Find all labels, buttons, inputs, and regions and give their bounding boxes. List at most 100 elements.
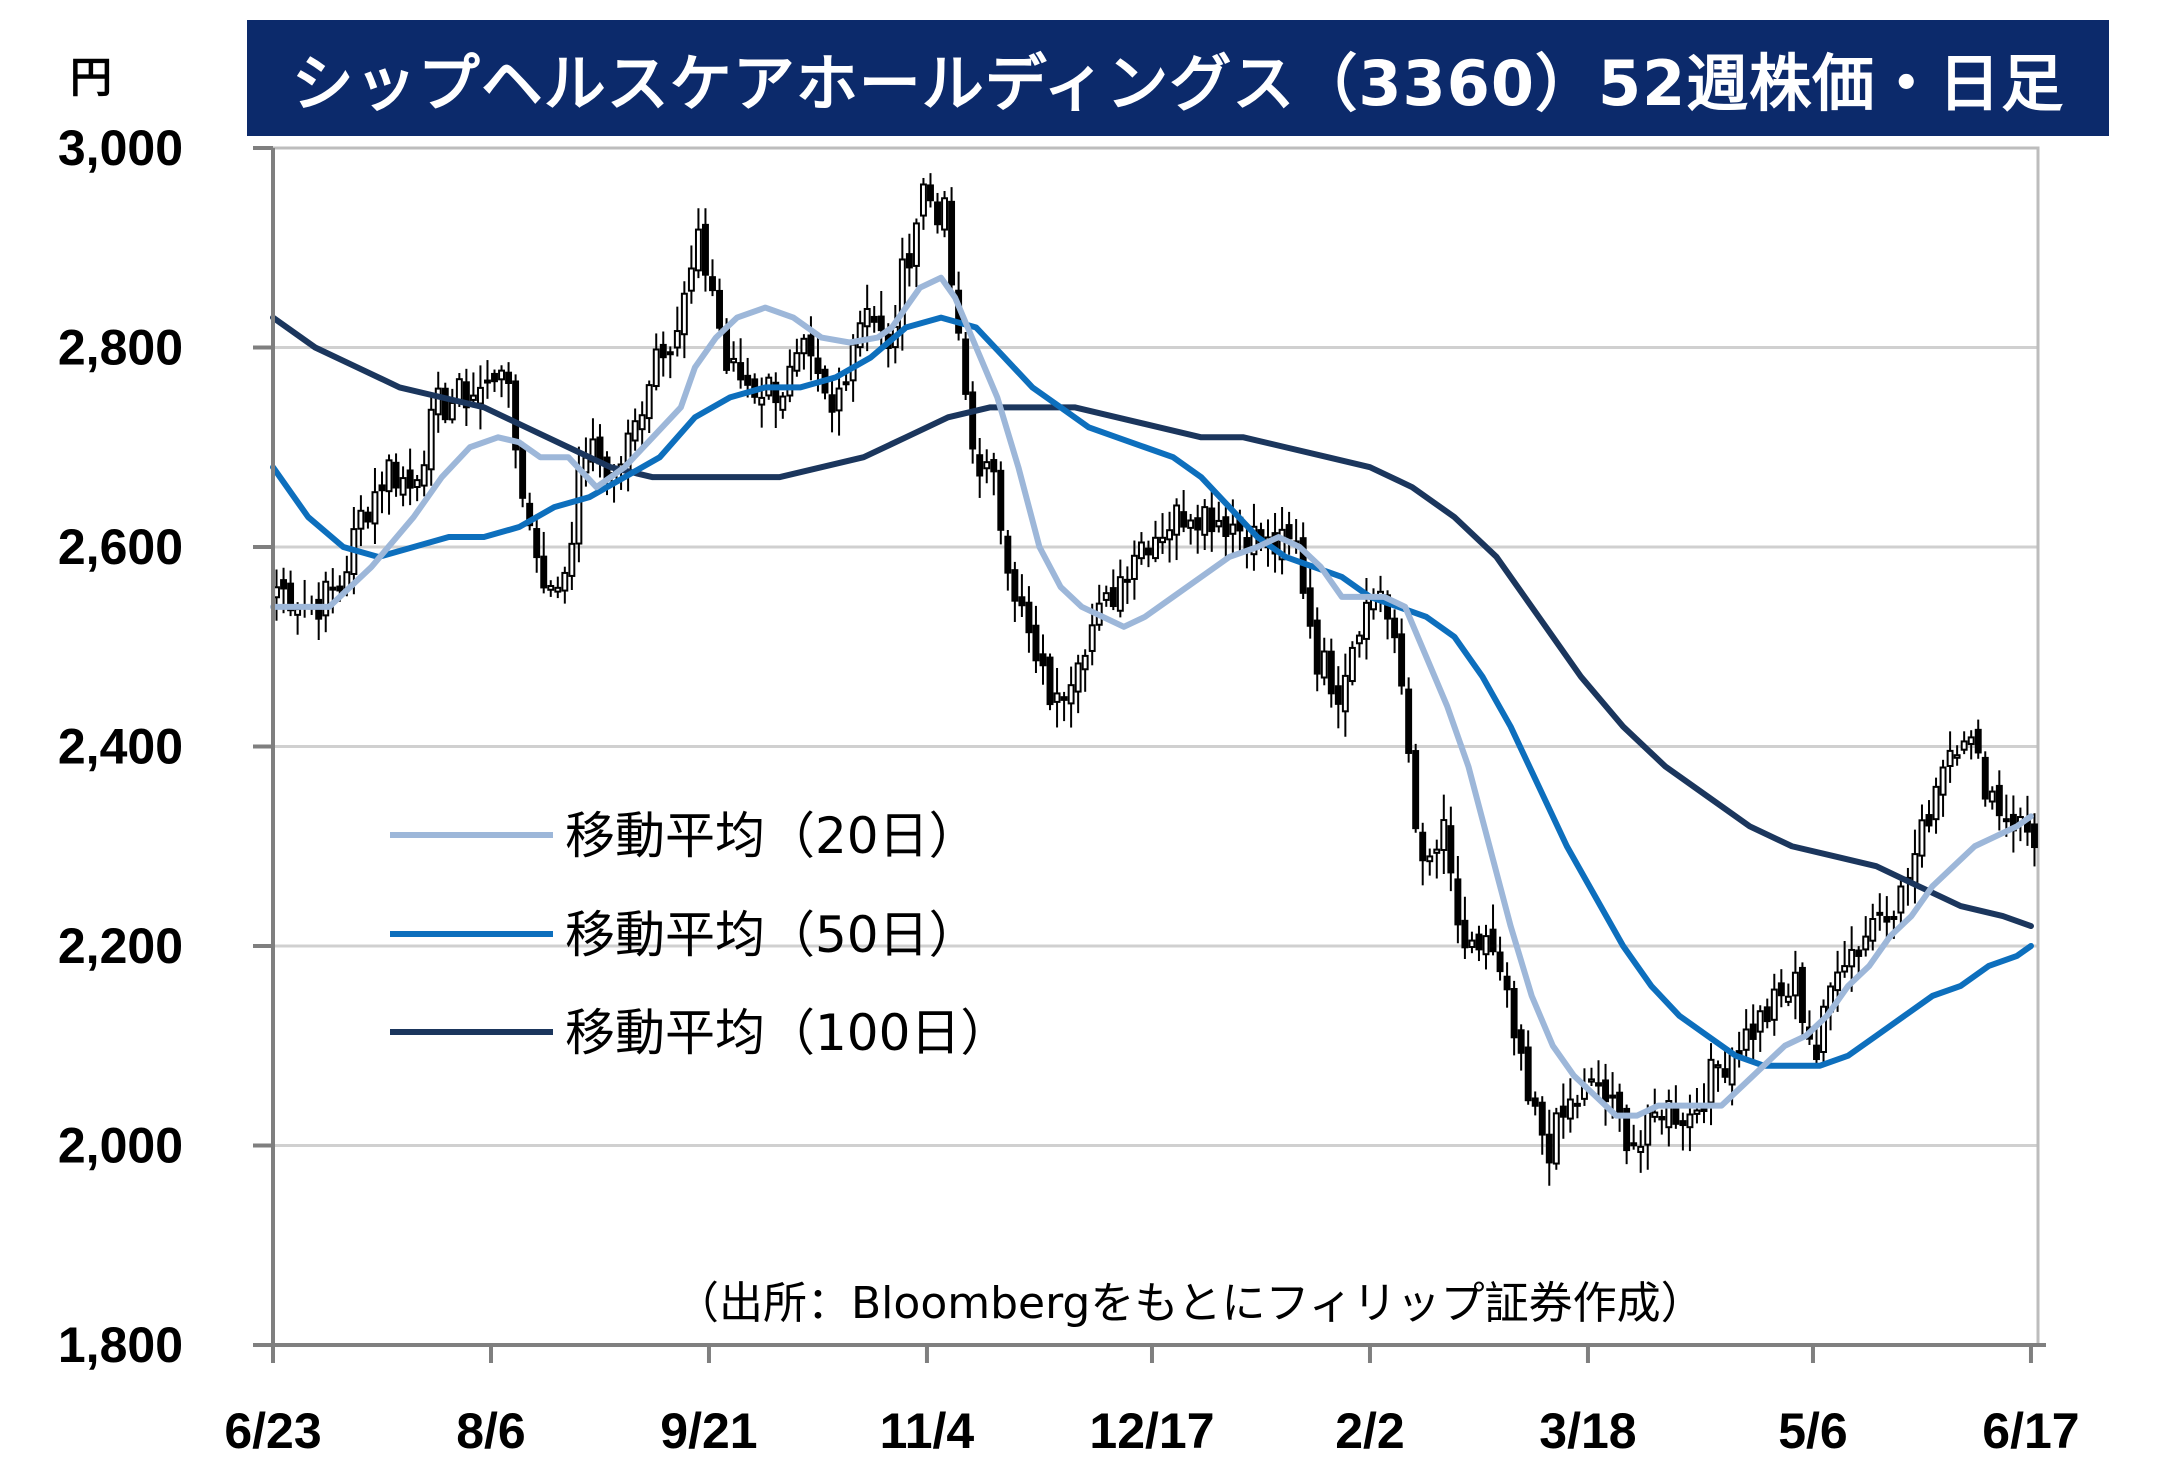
candle [1412,743,1420,833]
candle [364,506,372,529]
candle [1974,719,1982,759]
candle [1588,1067,1595,1086]
x-tick-label: 11/4 [880,1403,975,1459]
candle [1067,666,1075,728]
candle [301,579,309,618]
candle [385,454,393,515]
ma20-line [270,274,2034,1119]
candle [1602,1063,1610,1126]
candle [596,424,604,478]
candle [357,495,365,547]
candle [1995,770,2003,831]
candle [2031,813,2038,867]
candle [1798,962,1806,1037]
candle [561,566,569,604]
candle [1953,745,1961,766]
candle [1559,1083,1567,1139]
candle [730,341,738,372]
candle [948,187,956,296]
candle [835,367,843,436]
candle [1876,893,1884,931]
candle [1777,969,1785,1008]
candle [1222,507,1230,561]
candle [1925,800,1933,833]
candle [969,381,977,464]
candle [1813,1023,1820,1069]
candle [519,441,527,508]
candle [448,388,456,424]
candle [1433,839,1441,879]
candle [1285,511,1293,555]
candle [786,349,794,403]
candle [1721,1048,1729,1084]
x-tick-label: 2/2 [1335,1403,1405,1459]
candle [1707,1043,1715,1126]
candle [1897,879,1905,925]
candle [800,334,808,370]
candle [1081,649,1089,692]
candle [1215,501,1223,533]
candle [1756,1005,1764,1052]
candle [1735,1031,1743,1068]
candle [1137,532,1145,565]
candle [378,471,386,514]
candle [441,382,449,424]
candle [1187,513,1195,545]
ma50-line [270,314,2034,1069]
candle [1074,654,1082,714]
chart-title: シップヘルスケアホールディングス（3360）52週株価・日足 [247,20,2109,136]
candle [1932,777,1940,834]
candle [1573,1094,1581,1119]
candle [912,218,920,288]
candle [1419,822,1427,886]
x-tick-label: 8/6 [456,1403,526,1459]
candle [919,177,927,230]
candle [779,392,787,419]
legend-label-ma100: 移動平均（100日） [565,1004,1010,1062]
candle [793,338,801,377]
candle [1468,931,1476,954]
x-axis: 6/23 8/6 9/21 11/4 12/17 2/2 3/18 5/6 6/17 [224,1343,2080,1459]
candle [1060,691,1068,722]
candle [1538,1096,1546,1155]
candle [1489,904,1497,956]
candle [533,514,541,573]
y-axis: 1,800 2,000 2,200 2,400 2,600 2,800 3,000 [58,120,275,1373]
candle [462,368,470,426]
candle [469,372,477,408]
candle [1018,574,1026,618]
candle [413,474,421,502]
candle [498,365,505,398]
y-tick-label: 2,000 [58,1118,183,1174]
candle [540,531,548,594]
candle [1173,498,1181,561]
candle [399,466,407,507]
candle [554,576,562,599]
candle [997,461,1005,545]
candle [1946,731,1954,783]
candle [1116,559,1124,618]
candle [1714,1060,1722,1092]
candle [1145,540,1152,568]
legend-label-ma50: 移動平均（50日） [565,906,979,964]
candle [624,419,632,492]
candle [962,331,970,400]
candle [1053,667,1061,728]
candle [1482,924,1490,970]
candle [687,245,695,304]
candle [631,408,639,451]
candle [772,372,780,428]
x-tick-label: 6/23 [224,1403,321,1459]
y-tick-label: 2,800 [58,320,183,376]
candle [1032,605,1040,673]
source-note: （出所：Bloombergをもとにフィリップ証券作成） [675,1278,1705,1329]
candle [1039,634,1047,685]
candle [1271,512,1279,573]
candle [1742,1009,1750,1060]
candle [934,192,941,234]
candle [1679,1112,1687,1151]
candle [1841,940,1849,978]
y-axis-unit: 円 [70,53,113,102]
candle [392,453,400,497]
candle [1166,511,1174,563]
